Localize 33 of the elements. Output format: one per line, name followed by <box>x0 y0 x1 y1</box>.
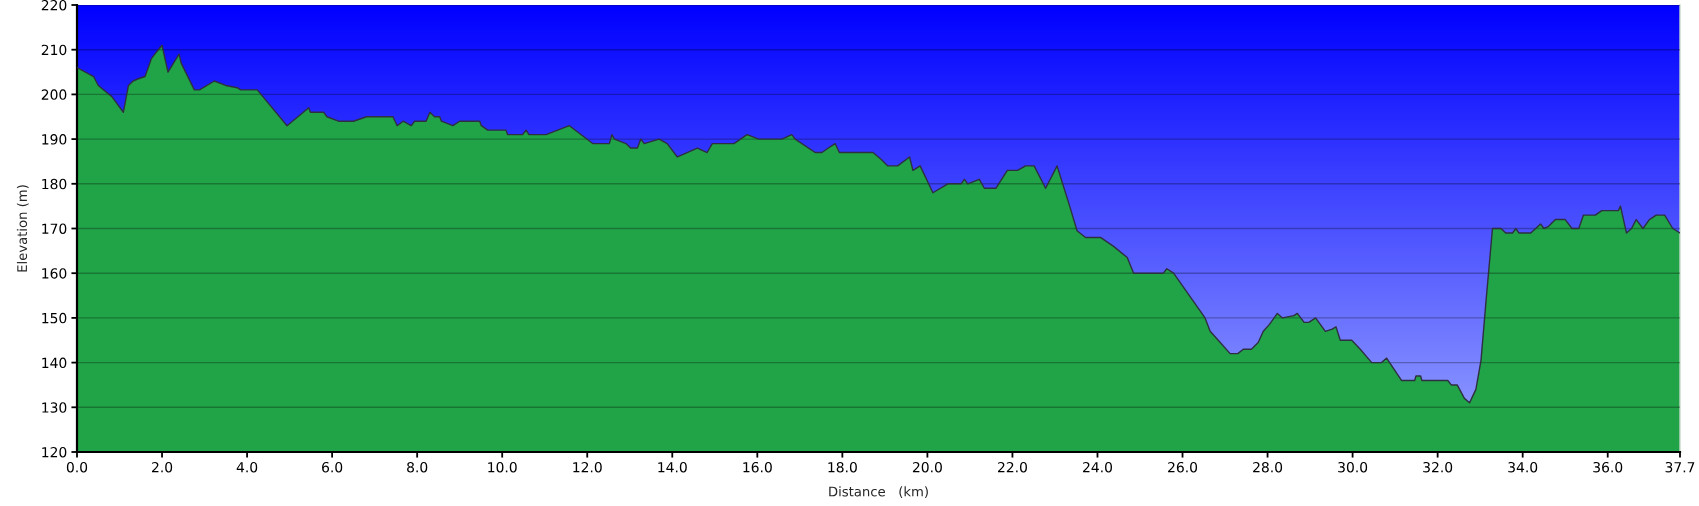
x-tick-label: 16.0 <box>743 461 772 473</box>
y-tick-label: 160 <box>42 268 67 279</box>
x-tick-label: 28.0 <box>1253 461 1283 473</box>
y-tick-label: 140 <box>42 357 67 369</box>
x-tick-label: 6.0 <box>322 461 343 473</box>
y-tick-label: 180 <box>42 178 67 190</box>
x-tick-label: 37.7 <box>1665 461 1695 473</box>
x-tick-label: 10.0 <box>488 461 517 473</box>
x-tick-label: 18.0 <box>828 461 857 473</box>
y-tick-label: 200 <box>41 89 67 100</box>
y-tick-label: 120 <box>42 446 67 458</box>
y-tick-label: 170 <box>42 223 67 234</box>
y-tick-label: 220 <box>41 0 67 11</box>
x-tick-label: 32.0 <box>1423 461 1453 473</box>
y-tick-label: 150 <box>42 312 67 324</box>
x-tick-label: 34.0 <box>1508 461 1538 473</box>
x-tick-label: 24.0 <box>1083 461 1113 473</box>
x-tick-label: 8.0 <box>407 461 428 473</box>
x-tick-label: 20.0 <box>912 461 942 473</box>
y-tick-label: 190 <box>42 134 67 145</box>
x-tick-label: 26.0 <box>1168 461 1198 473</box>
x-tick-label: 4.0 <box>236 461 258 473</box>
y-tick-label: 210 <box>41 44 67 56</box>
x-tick-label: 12.0 <box>573 461 602 473</box>
x-tick-label: 30.0 <box>1338 461 1368 473</box>
x-tick-label: 0.0 <box>66 461 88 473</box>
x-axis-title: Distance (km) <box>829 486 928 499</box>
x-tick-label: 36.0 <box>1593 461 1623 473</box>
x-tick-label: 2.0 <box>152 461 173 473</box>
y-tick-label: 130 <box>42 402 67 413</box>
y-axis-title: Elevation (m) <box>16 185 29 272</box>
x-tick-label: 22.0 <box>997 461 1027 473</box>
x-tick-label: 14.0 <box>658 461 687 473</box>
